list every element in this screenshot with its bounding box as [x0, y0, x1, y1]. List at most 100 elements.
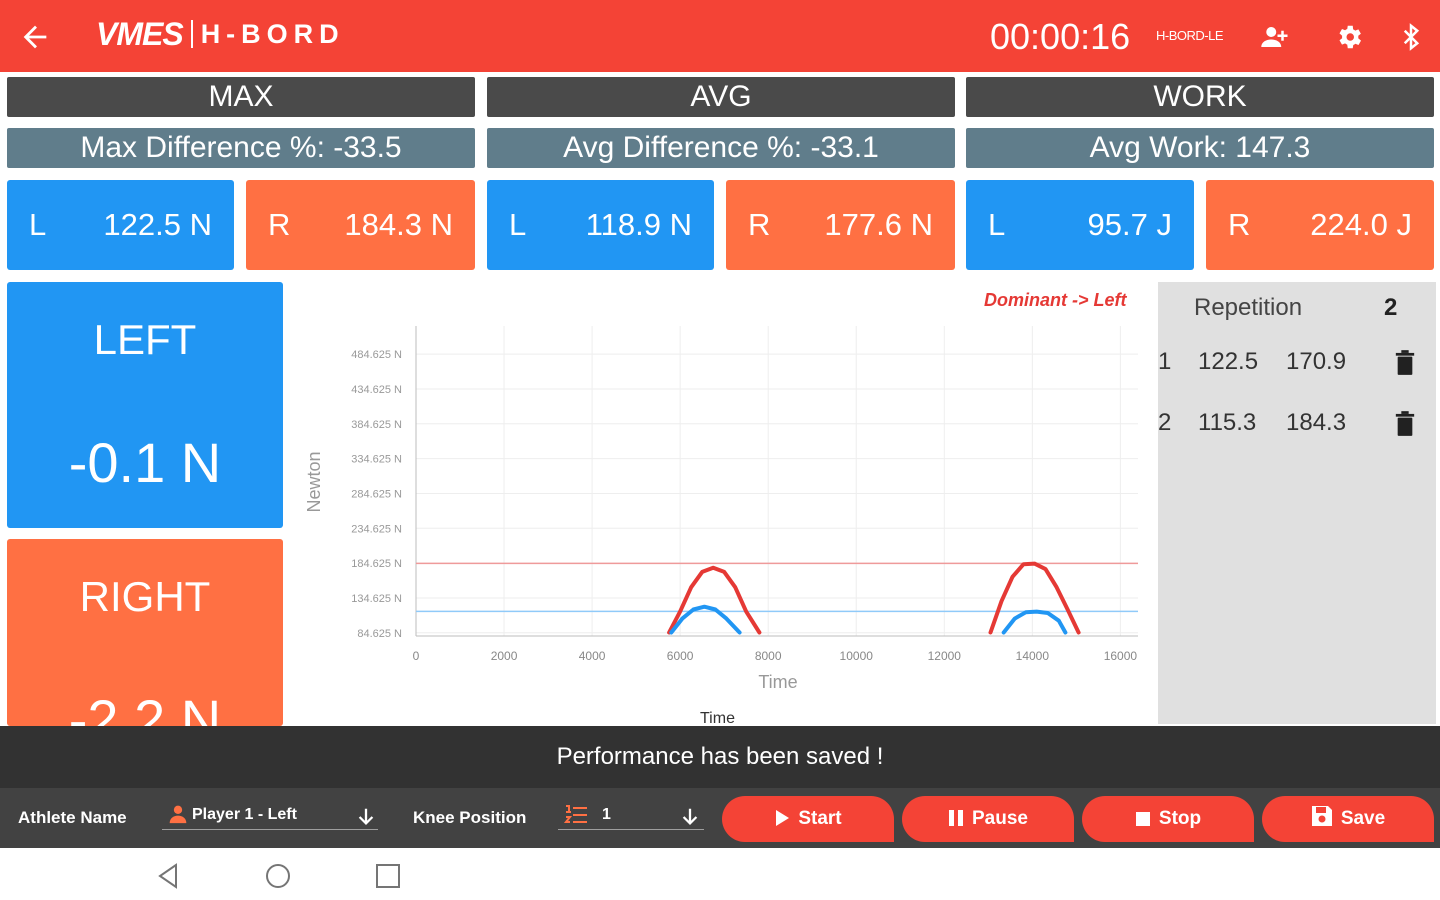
chart-y-tick-label: 134.625 N — [351, 593, 402, 605]
chart-x-axis-title: Time — [758, 672, 797, 692]
work-header: WORK — [966, 77, 1434, 117]
repetition-right-value: 170.9 — [1286, 348, 1347, 375]
avg-right-value: 177.6 N — [824, 207, 933, 242]
save-button[interactable]: Save — [1262, 796, 1434, 842]
nav-recents-icon[interactable] — [374, 862, 402, 890]
chart-x-tick-label: 16000 — [1104, 649, 1138, 663]
athlete-select[interactable]: Player 1 - Left — [162, 802, 378, 830]
max-right-card: R 184.3 N — [246, 180, 475, 270]
repetition-row: 1 122.5 170.9 — [1158, 348, 1436, 388]
pause-icon — [949, 810, 963, 826]
stop-icon — [1135, 812, 1150, 826]
work-left-card: L 95.7 J — [966, 180, 1194, 270]
chart-y-tick-label: 284.625 N — [351, 488, 402, 500]
chart-x-tick-label: 4000 — [579, 649, 606, 663]
start-button[interactable]: Start — [722, 796, 894, 842]
avg-right-card: R 177.6 N — [726, 180, 955, 270]
repetition-panel: Repetition 2 1 122.5 170.9 2 115.3 184.3 — [1158, 282, 1436, 724]
chart-y-tick-label: 334.625 N — [351, 454, 402, 466]
chart-x-tick-label: 6000 — [667, 649, 694, 663]
chart-y-axis-title: Newton — [304, 451, 324, 512]
avg-left-card: L 118.9 N — [487, 180, 714, 270]
repetition-count: 2 — [1384, 294, 1398, 321]
app-bar: VMES H-BORD 00:00:16 H-BORD-LE — [0, 0, 1440, 72]
athlete-select-value: Player 1 - Left — [192, 806, 297, 823]
max-left-card: L 122.5 N — [7, 180, 234, 270]
nav-home-icon[interactable] — [264, 862, 292, 890]
max-right-side: R — [268, 207, 291, 242]
avg-right-side: R — [748, 207, 771, 242]
saved-snackbar: Performance has been saved ! — [0, 726, 1440, 788]
max-left-value: 122.5 N — [103, 207, 212, 242]
bluetooth-icon[interactable] — [1396, 22, 1426, 52]
max-right-value: 184.3 N — [344, 207, 453, 242]
repetition-right-value: 184.3 — [1286, 409, 1347, 436]
control-bar: Athlete Name Player 1 - Left Knee Positi… — [0, 788, 1440, 848]
athlete-dropdown-arrow-icon[interactable] — [355, 806, 377, 828]
chart-y-tick-label: 84.625 N — [357, 628, 402, 640]
work-left-side: L — [988, 207, 1006, 242]
play-icon — [776, 810, 790, 826]
add-person-icon[interactable] — [1260, 22, 1290, 52]
work-right-value: 224.0 J — [1310, 207, 1412, 242]
repetition-left-value: 115.3 — [1198, 409, 1257, 436]
live-left-value: -0.1 N — [68, 431, 222, 494]
chart-series-line — [667, 565, 762, 635]
back-arrow-icon[interactable] — [18, 20, 52, 54]
chart-x-tick-label: 12000 — [928, 649, 962, 663]
work-right-side: R — [1228, 207, 1251, 242]
live-right-value: -2.2 N — [68, 688, 222, 726]
knee-position-select[interactable]: 1 — [558, 802, 704, 830]
floppy-save-icon — [1311, 806, 1332, 826]
chart-y-tick-label: 484.625 N — [351, 349, 402, 361]
person-icon — [169, 805, 187, 824]
force-chart: 0 2000 4000 6000 8000 10000 12000 14000 16000 84.… — [290, 282, 1154, 724]
repetition-index: 1 — [1158, 348, 1172, 375]
max-difference: Max Difference %: -33.5 — [7, 128, 475, 168]
chart-x-tick-label: 0 — [413, 649, 420, 663]
max-left-side: L — [29, 207, 47, 242]
delete-trash-icon[interactable] — [1394, 350, 1416, 376]
force-chart-svg: 0 2000 4000 6000 8000 10000 12000 14000 16000 84.… — [304, 326, 1138, 692]
nav-back-icon[interactable] — [154, 862, 182, 890]
repetition-row: 2 115.3 184.3 — [1158, 409, 1436, 449]
live-right-label: RIGHT — [79, 573, 211, 620]
chart-series-line — [988, 561, 1081, 635]
work-right-card: R 224.0 J — [1206, 180, 1434, 270]
chart-series-line — [669, 604, 742, 635]
work-left-value: 95.7 J — [1087, 207, 1172, 242]
app-logo: VMES H-BORD — [96, 16, 345, 53]
repetition-left-value: 122.5 — [1198, 348, 1259, 375]
chart-y-tick-label: 434.625 N — [351, 384, 402, 396]
stop-button[interactable]: Stop — [1082, 796, 1254, 842]
live-left-card: LEFT -0.1 N — [7, 282, 283, 528]
delete-trash-icon[interactable] — [1394, 411, 1416, 437]
knee-position-label: Knee Position — [413, 808, 527, 827]
system-nav-bar — [0, 848, 1440, 900]
max-header: MAX — [7, 77, 475, 117]
knee-position-value: 1 — [602, 806, 611, 823]
avg-difference: Avg Difference %: -33.1 — [487, 128, 955, 168]
settings-gear-icon[interactable] — [1334, 22, 1364, 52]
athlete-name-label: Athlete Name — [18, 808, 127, 827]
logo-product: H-BORD — [200, 19, 345, 49]
chart-series-line — [1001, 609, 1068, 635]
save-button-label: Save — [1340, 808, 1386, 829]
repetition-index: 2 — [1158, 409, 1172, 436]
chart-y-tick-label: 184.625 N — [351, 558, 402, 570]
chart-x-tick-label: 10000 — [840, 649, 874, 663]
live-right-card: RIGHT -2.2 N — [7, 539, 283, 726]
work-average: Avg Work: 147.3 — [966, 128, 1434, 168]
chart-y-tick-label: 234.625 N — [351, 523, 402, 535]
logo-brand: VMES — [96, 16, 184, 52]
chart-y-tick-label: 384.625 N — [351, 419, 402, 431]
chart-x-tick-label: 2000 — [491, 649, 518, 663]
repetition-title: Repetition — [1194, 294, 1303, 321]
start-button-label: Start — [798, 808, 842, 829]
avg-left-side: L — [509, 207, 527, 242]
live-left-label: LEFT — [93, 316, 197, 363]
device-name: H-BORD-LE — [1156, 28, 1224, 43]
knee-dropdown-arrow-icon[interactable] — [679, 806, 701, 828]
dominant-side-label: Dominant -> Left — [984, 290, 1127, 310]
pause-button[interactable]: Pause — [902, 796, 1074, 842]
